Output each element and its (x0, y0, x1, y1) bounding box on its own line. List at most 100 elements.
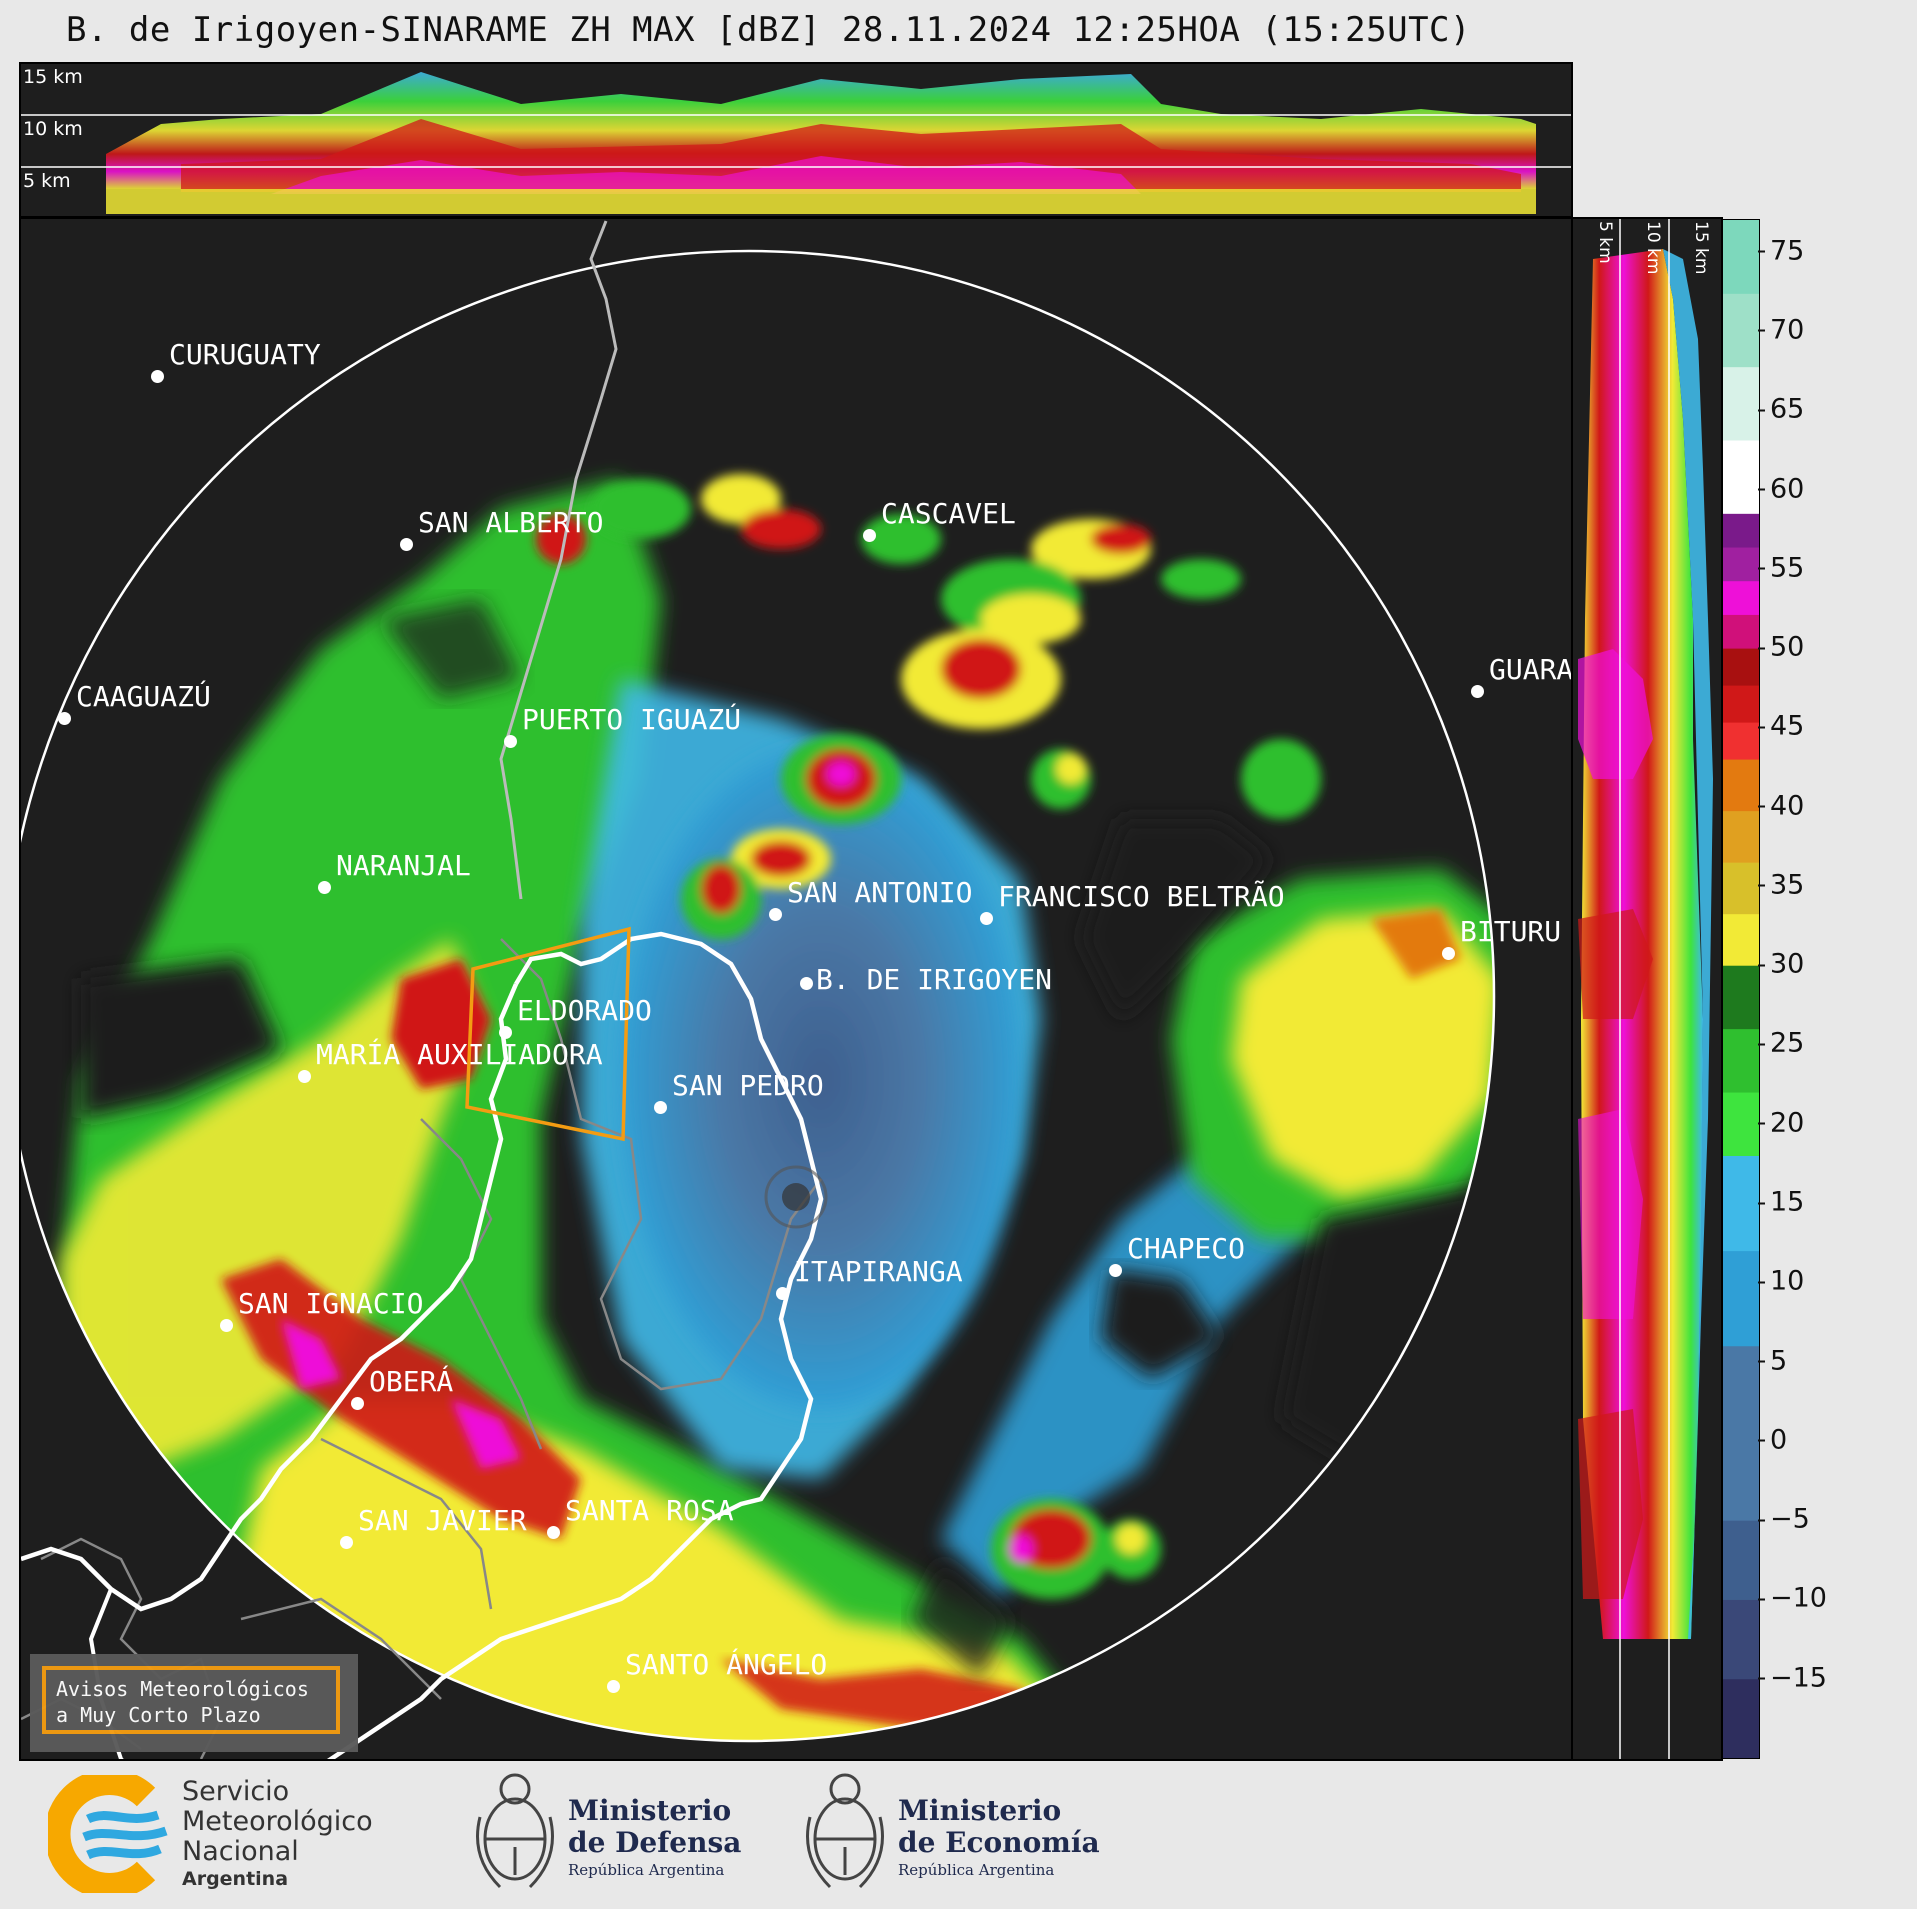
city-label: CAAGUAZÚ (76, 680, 211, 713)
colorbar-tick-label: −5 (1758, 1504, 1810, 1535)
city-marker (1471, 685, 1484, 698)
colorbar-segment (1723, 685, 1759, 723)
city-label: FRANCISCO BELTRÃO (998, 880, 1285, 913)
top-alt-label-15km: 15 km (23, 66, 83, 88)
city-marker (151, 370, 164, 383)
colorbar-tick-label: 15 (1757, 1186, 1805, 1218)
city-label: ITAPIRANGA (794, 1255, 963, 1288)
smn-line2: Meteorológico (182, 1806, 373, 1837)
colorbar-segment (1723, 1440, 1759, 1521)
economia-line1: Ministerio (898, 1794, 1062, 1827)
colorbar-tick-text: 10 (1770, 1265, 1805, 1297)
economia-line2: de Economía (898, 1826, 1100, 1859)
colorbar-tick-text: 30 (1770, 948, 1805, 980)
colorbar-tick-text: −10 (1770, 1582, 1827, 1614)
colorbar-segment (1723, 759, 1759, 812)
colorbar-tick-text: 15 (1770, 1186, 1805, 1218)
city-label: CHAPECO (1127, 1232, 1246, 1265)
colorbar-segment (1723, 580, 1759, 615)
colorbar-tick-text: −15 (1770, 1662, 1827, 1694)
colorbar-segment (1723, 1092, 1759, 1156)
colorbar-segment (1723, 1599, 1759, 1680)
colorbar-segment (1723, 810, 1759, 863)
colorbar-segment (1723, 1678, 1759, 1758)
city-label: PUERTO IGUAZÚ (522, 703, 742, 736)
colorbar-tick-text: 75 (1770, 235, 1805, 267)
colorbar-segment (1723, 547, 1759, 582)
defensa-line2: de Defensa (568, 1826, 742, 1859)
city-label: SAN IGNACIO (238, 1287, 424, 1320)
colorbar-tick-label: 25 (1757, 1027, 1805, 1059)
colorbar-tick-text: 25 (1770, 1027, 1805, 1059)
colorbar-segment (1723, 913, 1759, 966)
dbz-colorbar (1722, 219, 1760, 1759)
city-label: BITURU (1460, 915, 1562, 948)
city-label: B. DE IRIGOYEN (816, 963, 1053, 996)
colorbar-tick-text: 35 (1770, 869, 1805, 901)
colorbar-tick-label: −10 (1758, 1582, 1827, 1614)
page-title: B. de Irigoyen-SINARAME ZH MAX [dBZ] 28.… (66, 10, 1471, 50)
colorbar-tick-text: 60 (1770, 473, 1805, 505)
economia-coat-of-arms-icon (806, 1773, 884, 1889)
side-alt-label-10km: 10 km (1643, 221, 1663, 275)
city-label: SAN ANTONIO (787, 876, 973, 909)
colorbar-segment (1723, 366, 1759, 441)
city-marker (318, 881, 331, 894)
colorbar-segment (1723, 722, 1759, 760)
smn-line1: Servicio (182, 1776, 290, 1807)
city-marker (607, 1680, 620, 1693)
warning-legend-frame: Avisos Meteorológicos a Muy Corto Plazo (42, 1666, 340, 1734)
colorbar-segment (1723, 293, 1759, 368)
colorbar-segment (1723, 220, 1759, 294)
footer-logos: Servicio Meteorológico Nacional Argentin… (0, 1765, 1917, 1909)
colorbar-tick-label: 30 (1757, 948, 1805, 980)
radar-reflectivity-plot (21, 220, 1496, 1759)
colorbar-tick-label: 0 (1757, 1424, 1788, 1456)
city-marker (58, 712, 71, 725)
smn-line4: Argentina (182, 1868, 289, 1890)
side-cross-section-panel: 5 km 10 km 15 km (1571, 217, 1723, 1761)
city-marker (1109, 1264, 1122, 1277)
city-marker (863, 529, 876, 542)
warning-legend-line2: a Muy Corto Plazo (56, 1703, 261, 1727)
colorbar-segment (1723, 439, 1759, 514)
colorbar-tick-text: 65 (1770, 393, 1805, 425)
colorbar-tick-text: 20 (1770, 1107, 1805, 1139)
smn-logo-icon (48, 1775, 168, 1893)
colorbar-tick-label: 5 (1757, 1345, 1788, 1377)
side-alt-label-5km: 5 km (1595, 221, 1615, 264)
city-label: SAN PEDRO (672, 1069, 824, 1102)
city-label: NARANJAL (336, 849, 471, 882)
colorbar-tick-text: 5 (1770, 1345, 1788, 1377)
city-marker (340, 1536, 353, 1549)
city-label: MARÍA AUXILIADORA (316, 1038, 603, 1071)
defensa-line1: Ministerio (568, 1794, 732, 1827)
colorbar-tick-text: 55 (1770, 552, 1805, 584)
city-marker (400, 538, 413, 551)
colorbar-tick-label: 65 (1757, 393, 1805, 425)
city-label: CURUGUATY (169, 338, 321, 371)
colorbar-segment (1723, 513, 1759, 548)
colorbar-tick-label: 70 (1757, 314, 1805, 346)
city-marker (351, 1397, 364, 1410)
city-marker (1442, 947, 1455, 960)
side-cross-section-plot (1578, 219, 1713, 1759)
defensa-line3: República Argentina (568, 1861, 725, 1879)
colorbar-tick-text: 0 (1770, 1424, 1788, 1456)
colorbar-segment (1723, 1520, 1759, 1600)
colorbar-tick-text: 70 (1770, 314, 1805, 346)
city-marker (800, 977, 813, 990)
colorbar-segment (1723, 1250, 1759, 1347)
city-marker (980, 912, 993, 925)
top-cross-section-panel: 15 km 10 km 5 km (19, 62, 1573, 218)
colorbar-tick-text: 45 (1770, 710, 1805, 742)
warning-legend-line1: Avisos Meteorológicos (56, 1677, 309, 1701)
colorbar-tick-label: 60 (1757, 473, 1805, 505)
colorbar-segment (1723, 1155, 1759, 1252)
city-label: SAN ALBERTO (418, 506, 604, 539)
city-marker (776, 1287, 789, 1300)
city-label: SANTO ÁNGELO (625, 1648, 828, 1681)
colorbar-tick-text: 40 (1770, 790, 1805, 822)
city-label: CASCAVEL (881, 497, 1016, 530)
radar-ppi-map: CURUGUATY SAN ALBERTO CAAGUAZÚ CASCAVEL GUAR… (19, 217, 1573, 1761)
